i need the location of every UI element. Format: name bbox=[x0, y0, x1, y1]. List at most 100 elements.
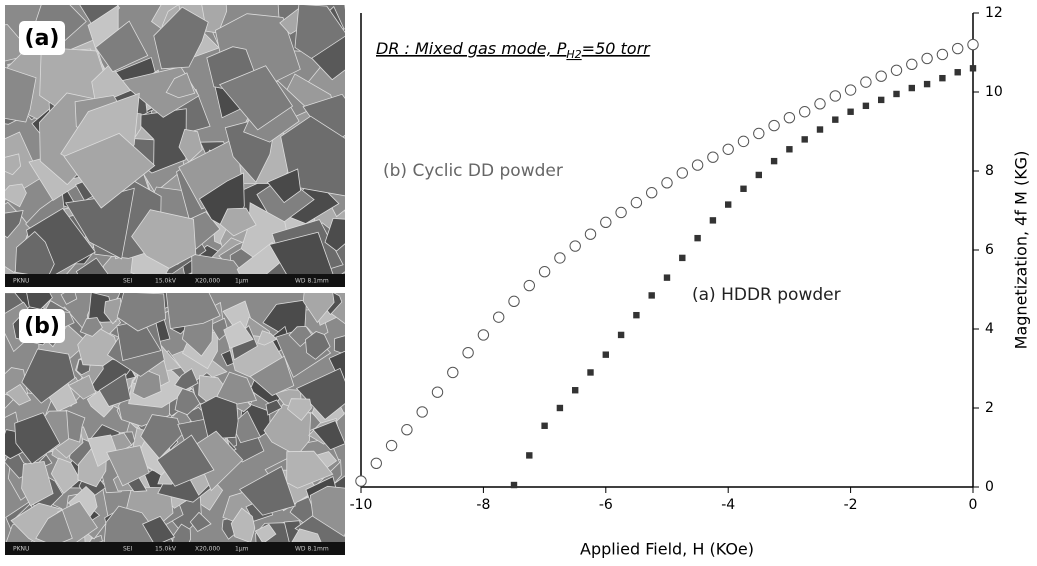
data-point bbox=[555, 253, 565, 263]
x-tick-label: -10 bbox=[350, 497, 373, 513]
data-point bbox=[861, 77, 871, 87]
data-point bbox=[448, 367, 458, 377]
data-point bbox=[924, 81, 930, 87]
x-tick-label: -4 bbox=[721, 497, 735, 513]
info-text: 15.0kV bbox=[155, 546, 177, 553]
data-point bbox=[863, 103, 869, 109]
y-tick-label: 8 bbox=[985, 163, 994, 179]
data-point bbox=[893, 91, 899, 97]
data-point bbox=[723, 144, 733, 154]
data-point bbox=[618, 332, 624, 338]
data-point bbox=[953, 43, 963, 53]
chart: -10 -8 -6 -4 -2 00 2 4 6 8 10 12 Applied Field, H (K… bbox=[350, 5, 1031, 559]
data-point bbox=[677, 168, 687, 178]
x-axis-label: Applied Field, H (KOe) bbox=[580, 540, 754, 559]
annotation: DR : Mixed gas mode, PH2=50 torr bbox=[376, 39, 651, 62]
x-tick-label: 0 bbox=[969, 497, 978, 513]
info-text: WD 8.1mm bbox=[295, 546, 329, 553]
data-point bbox=[603, 351, 609, 357]
data-point bbox=[939, 75, 945, 81]
data-point bbox=[878, 97, 884, 103]
y-tick-label: 4 bbox=[985, 321, 994, 337]
y-tick-label: 2 bbox=[985, 400, 994, 416]
info-text: PKNU bbox=[13, 278, 29, 285]
data-point bbox=[557, 405, 563, 411]
y-tick-label: 12 bbox=[985, 5, 1003, 21]
data-point bbox=[585, 229, 595, 239]
data-point bbox=[738, 136, 748, 146]
data-point bbox=[432, 387, 442, 397]
data-point bbox=[371, 458, 381, 468]
data-point bbox=[509, 296, 519, 306]
data-point bbox=[631, 197, 641, 207]
data-point bbox=[463, 348, 473, 358]
y-tick-label: 0 bbox=[985, 479, 994, 495]
data-point bbox=[541, 423, 547, 429]
data-point bbox=[725, 201, 731, 207]
info-text: 15.0kV bbox=[155, 278, 177, 285]
info-text: X20,000 bbox=[195, 546, 220, 553]
info-text: X20,000 bbox=[195, 278, 220, 285]
data-point bbox=[417, 407, 427, 417]
data-point bbox=[664, 274, 670, 280]
x-tick-label: -2 bbox=[844, 497, 858, 513]
data-point bbox=[524, 280, 534, 290]
data-point bbox=[356, 476, 366, 486]
data-point bbox=[539, 267, 549, 277]
data-point bbox=[756, 172, 762, 178]
data-point bbox=[386, 440, 396, 450]
data-point bbox=[572, 387, 578, 393]
data-point bbox=[970, 65, 976, 71]
info-text: WD 8.1mm bbox=[295, 278, 329, 285]
series-label: (b) Cyclic DD powder bbox=[383, 161, 563, 181]
data-point bbox=[802, 136, 808, 142]
annotation-part: DR : Mixed gas mode, P bbox=[376, 39, 567, 58]
data-point bbox=[616, 207, 626, 217]
y-axis-label: Magnetization, 4f M (KG) bbox=[1012, 151, 1031, 350]
data-point bbox=[786, 146, 792, 152]
data-point bbox=[800, 107, 810, 117]
data-point bbox=[649, 292, 655, 298]
y-tick-label: 10 bbox=[985, 84, 1003, 100]
data-point bbox=[647, 188, 657, 198]
data-point bbox=[937, 49, 947, 59]
data-point bbox=[876, 71, 886, 81]
x-tick-label: -8 bbox=[476, 497, 490, 513]
data-point bbox=[769, 120, 779, 130]
data-point bbox=[694, 235, 700, 241]
panel-label: (a) bbox=[25, 26, 60, 51]
data-point bbox=[740, 186, 746, 192]
data-point bbox=[771, 158, 777, 164]
data-point bbox=[968, 39, 978, 49]
data-point bbox=[845, 85, 855, 95]
data-point bbox=[494, 312, 504, 322]
data-point bbox=[909, 85, 915, 91]
data-point bbox=[633, 312, 639, 318]
data-point bbox=[955, 69, 961, 75]
info-text: SEI bbox=[123, 278, 133, 285]
data-point bbox=[679, 255, 685, 261]
info-text: 1μm bbox=[235, 278, 249, 285]
data-point bbox=[907, 59, 917, 69]
data-point bbox=[847, 109, 853, 115]
figure: PKNU SEI 15.0kV X20,000 1μm WD 8.1mm PKNU SEI 1… bbox=[0, 0, 1037, 562]
data-point bbox=[815, 99, 825, 109]
data-point bbox=[570, 241, 580, 251]
y-tick-label: 6 bbox=[985, 242, 994, 258]
annotation-subscript: H2 bbox=[566, 48, 581, 61]
data-point bbox=[784, 112, 794, 122]
info-text: PKNU bbox=[13, 546, 29, 553]
data-point bbox=[402, 425, 412, 435]
data-point bbox=[511, 482, 517, 488]
data-point bbox=[478, 330, 488, 340]
info-text: SEI bbox=[123, 546, 133, 553]
data-point bbox=[754, 128, 764, 138]
data-point bbox=[832, 116, 838, 122]
info-text: 1μm bbox=[235, 546, 249, 553]
x-tick-label: -6 bbox=[599, 497, 613, 513]
data-point bbox=[830, 91, 840, 101]
data-point bbox=[710, 217, 716, 223]
data-point bbox=[891, 65, 901, 75]
panel-label: (b) bbox=[24, 314, 60, 339]
series-label: (a) HDDR powder bbox=[692, 285, 841, 305]
